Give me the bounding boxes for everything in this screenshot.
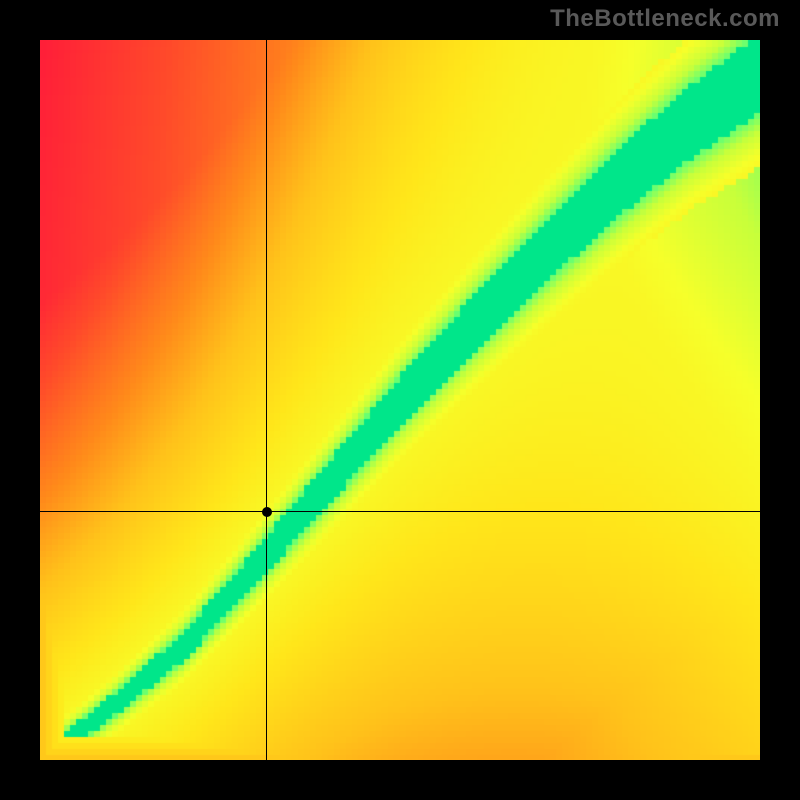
crosshair-horizontal-line <box>40 511 760 512</box>
crosshair-dot <box>262 507 272 517</box>
source-watermark: TheBottleneck.com <box>550 5 780 33</box>
bottleneck-heatmap-canvas <box>40 40 760 760</box>
crosshair-vertical-line <box>266 40 267 760</box>
